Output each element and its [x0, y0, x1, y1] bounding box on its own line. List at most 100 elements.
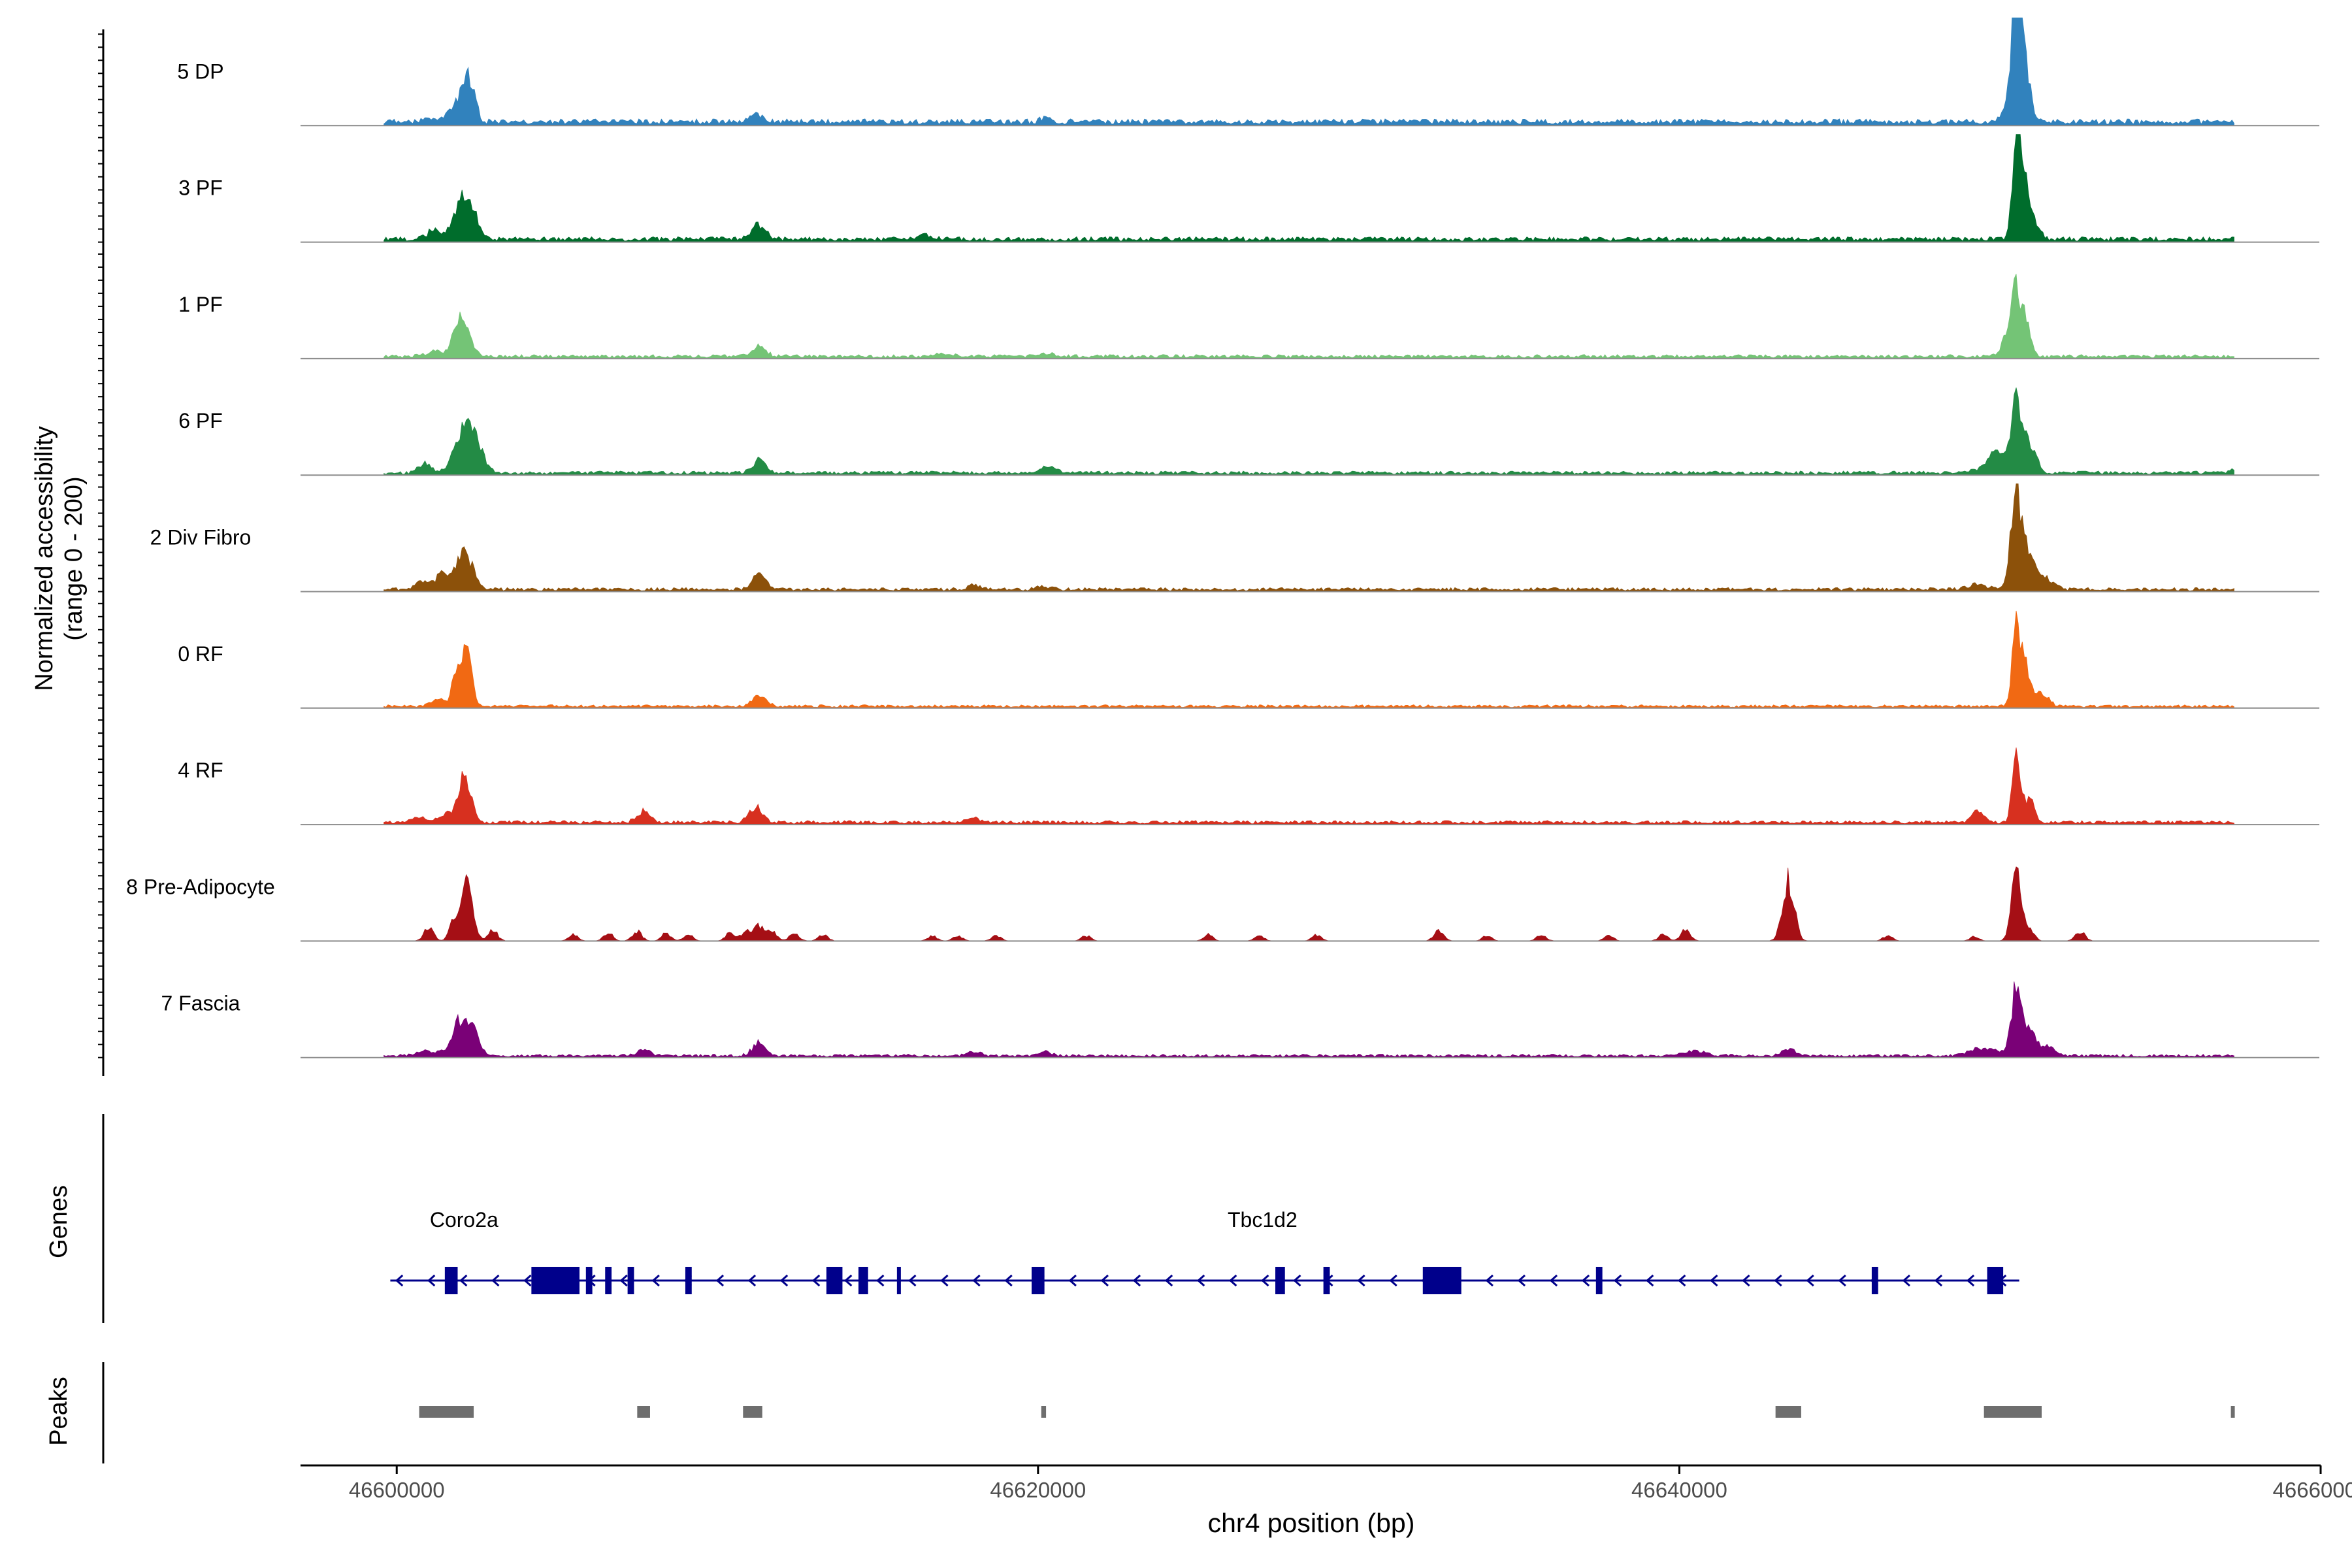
strand-arrow: [491, 1274, 500, 1287]
x-axis-label: chr4 position (bp): [1208, 1508, 1415, 1538]
strand-arrow: [1100, 1274, 1109, 1287]
coverage-track: 7 Fascia: [161, 981, 2319, 1058]
peaks-axis-label: Peaks: [45, 1377, 73, 1446]
strand-arrow: [1068, 1274, 1077, 1287]
track-label: 5 DP: [177, 59, 223, 83]
exon-block: [1323, 1267, 1330, 1294]
gene-name: Tbc1d2: [1228, 1208, 1298, 1232]
coverage-track: 6 PF: [178, 387, 2319, 476]
strand-arrow: [1261, 1274, 1269, 1287]
strand-arrow: [1710, 1274, 1718, 1287]
peak-region: [743, 1406, 762, 1418]
axes: Normalized accessibility (range 0 - 200)…: [31, 29, 2352, 1538]
strand-arrow: [395, 1274, 404, 1287]
strand-arrow: [715, 1274, 725, 1287]
exon-block: [685, 1267, 692, 1294]
exon-block: [1871, 1267, 1878, 1294]
track-label: 8 Pre-Adipocyte: [126, 875, 275, 898]
coverage-track: 8 Pre-Adipocyte: [126, 866, 2319, 942]
coverage-area: [384, 747, 2234, 825]
coverage-area: [384, 981, 2234, 1058]
coverage-area: [384, 17, 2234, 126]
exon-block: [605, 1267, 612, 1294]
gene-annotation-track: Coro2a Tbc1d2: [390, 1208, 2019, 1294]
strand-arrow: [1774, 1274, 1782, 1287]
exon-block: [627, 1267, 634, 1294]
strand-arrow: [1646, 1274, 1654, 1287]
strand-arrow: [1004, 1274, 1013, 1287]
coverage-area: [384, 610, 2234, 709]
strand-arrow: [1229, 1274, 1237, 1287]
x-tick-label: 46620000: [990, 1478, 1086, 1502]
exon-block: [858, 1267, 868, 1294]
genes-axis-label: Genes: [45, 1185, 73, 1258]
gene-name: Coro2a: [430, 1208, 498, 1232]
coverage-track: 1 PF: [178, 274, 2319, 359]
exon-block: [444, 1267, 458, 1294]
strand-arrow: [1517, 1274, 1526, 1287]
track-label: 7 Fascia: [161, 992, 240, 1015]
strand-arrow: [1613, 1274, 1622, 1287]
track-label: 1 PF: [178, 293, 223, 316]
peak-annotation-track: [419, 1406, 2235, 1418]
strand-arrow: [908, 1274, 917, 1287]
strand-arrow: [651, 1274, 660, 1287]
track-label: 0 RF: [178, 642, 223, 666]
coverage-area: [384, 134, 2234, 242]
strand-arrow: [779, 1274, 789, 1287]
coverage-area: [384, 483, 2234, 592]
strand-arrow: [1293, 1274, 1301, 1287]
strand-arrow: [1678, 1274, 1686, 1287]
coverage-area: [384, 387, 2234, 476]
peak-region: [1041, 1406, 1047, 1418]
strand-arrow: [1742, 1274, 1750, 1287]
strand-arrow: [1838, 1274, 1846, 1287]
strand-arrow: [844, 1274, 853, 1287]
peak-region: [637, 1406, 650, 1418]
exon-block: [896, 1267, 901, 1294]
strand-arrow: [1389, 1274, 1397, 1287]
strand-arrow: [1485, 1274, 1494, 1287]
strand-arrow: [1132, 1274, 1141, 1287]
strand-arrow: [523, 1274, 532, 1287]
track-label: 4 RF: [178, 759, 223, 782]
strand-arrow: [876, 1274, 885, 1287]
strand-arrow: [940, 1274, 949, 1287]
coverage-track: 0 RF: [178, 610, 2319, 709]
strand-arrow: [1966, 1274, 1975, 1287]
x-tick-label: 46660000: [2273, 1478, 2352, 1502]
x-tick-label: 46600000: [349, 1478, 445, 1502]
strand-arrow: [1357, 1274, 1365, 1287]
exon-block: [1422, 1267, 1462, 1294]
strand-arrow: [459, 1274, 468, 1287]
track-label: 6 PF: [178, 409, 223, 433]
strand-arrow: [747, 1274, 757, 1287]
exon-block: [585, 1267, 593, 1294]
exon-block: [1275, 1267, 1285, 1294]
strand-arrow: [812, 1274, 821, 1287]
coverage-track: 5 DP: [177, 17, 2319, 127]
strand-arrow: [1164, 1274, 1173, 1287]
strand-arrow: [1902, 1274, 1910, 1287]
coverage-track: 2 Div Fibro: [150, 483, 2319, 593]
strand-arrow: [619, 1274, 628, 1287]
y-axis-sublabel: (range 0 - 200): [60, 476, 88, 640]
exon-block: [826, 1267, 843, 1294]
strand-arrow: [1581, 1274, 1590, 1287]
peak-region: [1984, 1406, 2042, 1418]
exon-block: [1987, 1267, 2004, 1294]
coverage-track: 4 RF: [178, 747, 2319, 826]
peak-region: [419, 1406, 474, 1418]
exon-block: [1032, 1267, 1045, 1294]
exon-block: [1595, 1267, 1603, 1294]
coverage-tracks: 5 DP 3 PF 1 PF 6 PF 2 Div Fibro 0 RF 4 RF 8 Pre…: [126, 17, 2319, 1058]
strand-arrow: [1196, 1274, 1205, 1287]
strand-arrow: [1549, 1274, 1558, 1287]
strand-arrow: [972, 1274, 981, 1287]
coverage-area: [384, 274, 2234, 359]
strand-arrow: [1934, 1274, 1943, 1287]
x-tick-label: 46640000: [1631, 1478, 1727, 1502]
